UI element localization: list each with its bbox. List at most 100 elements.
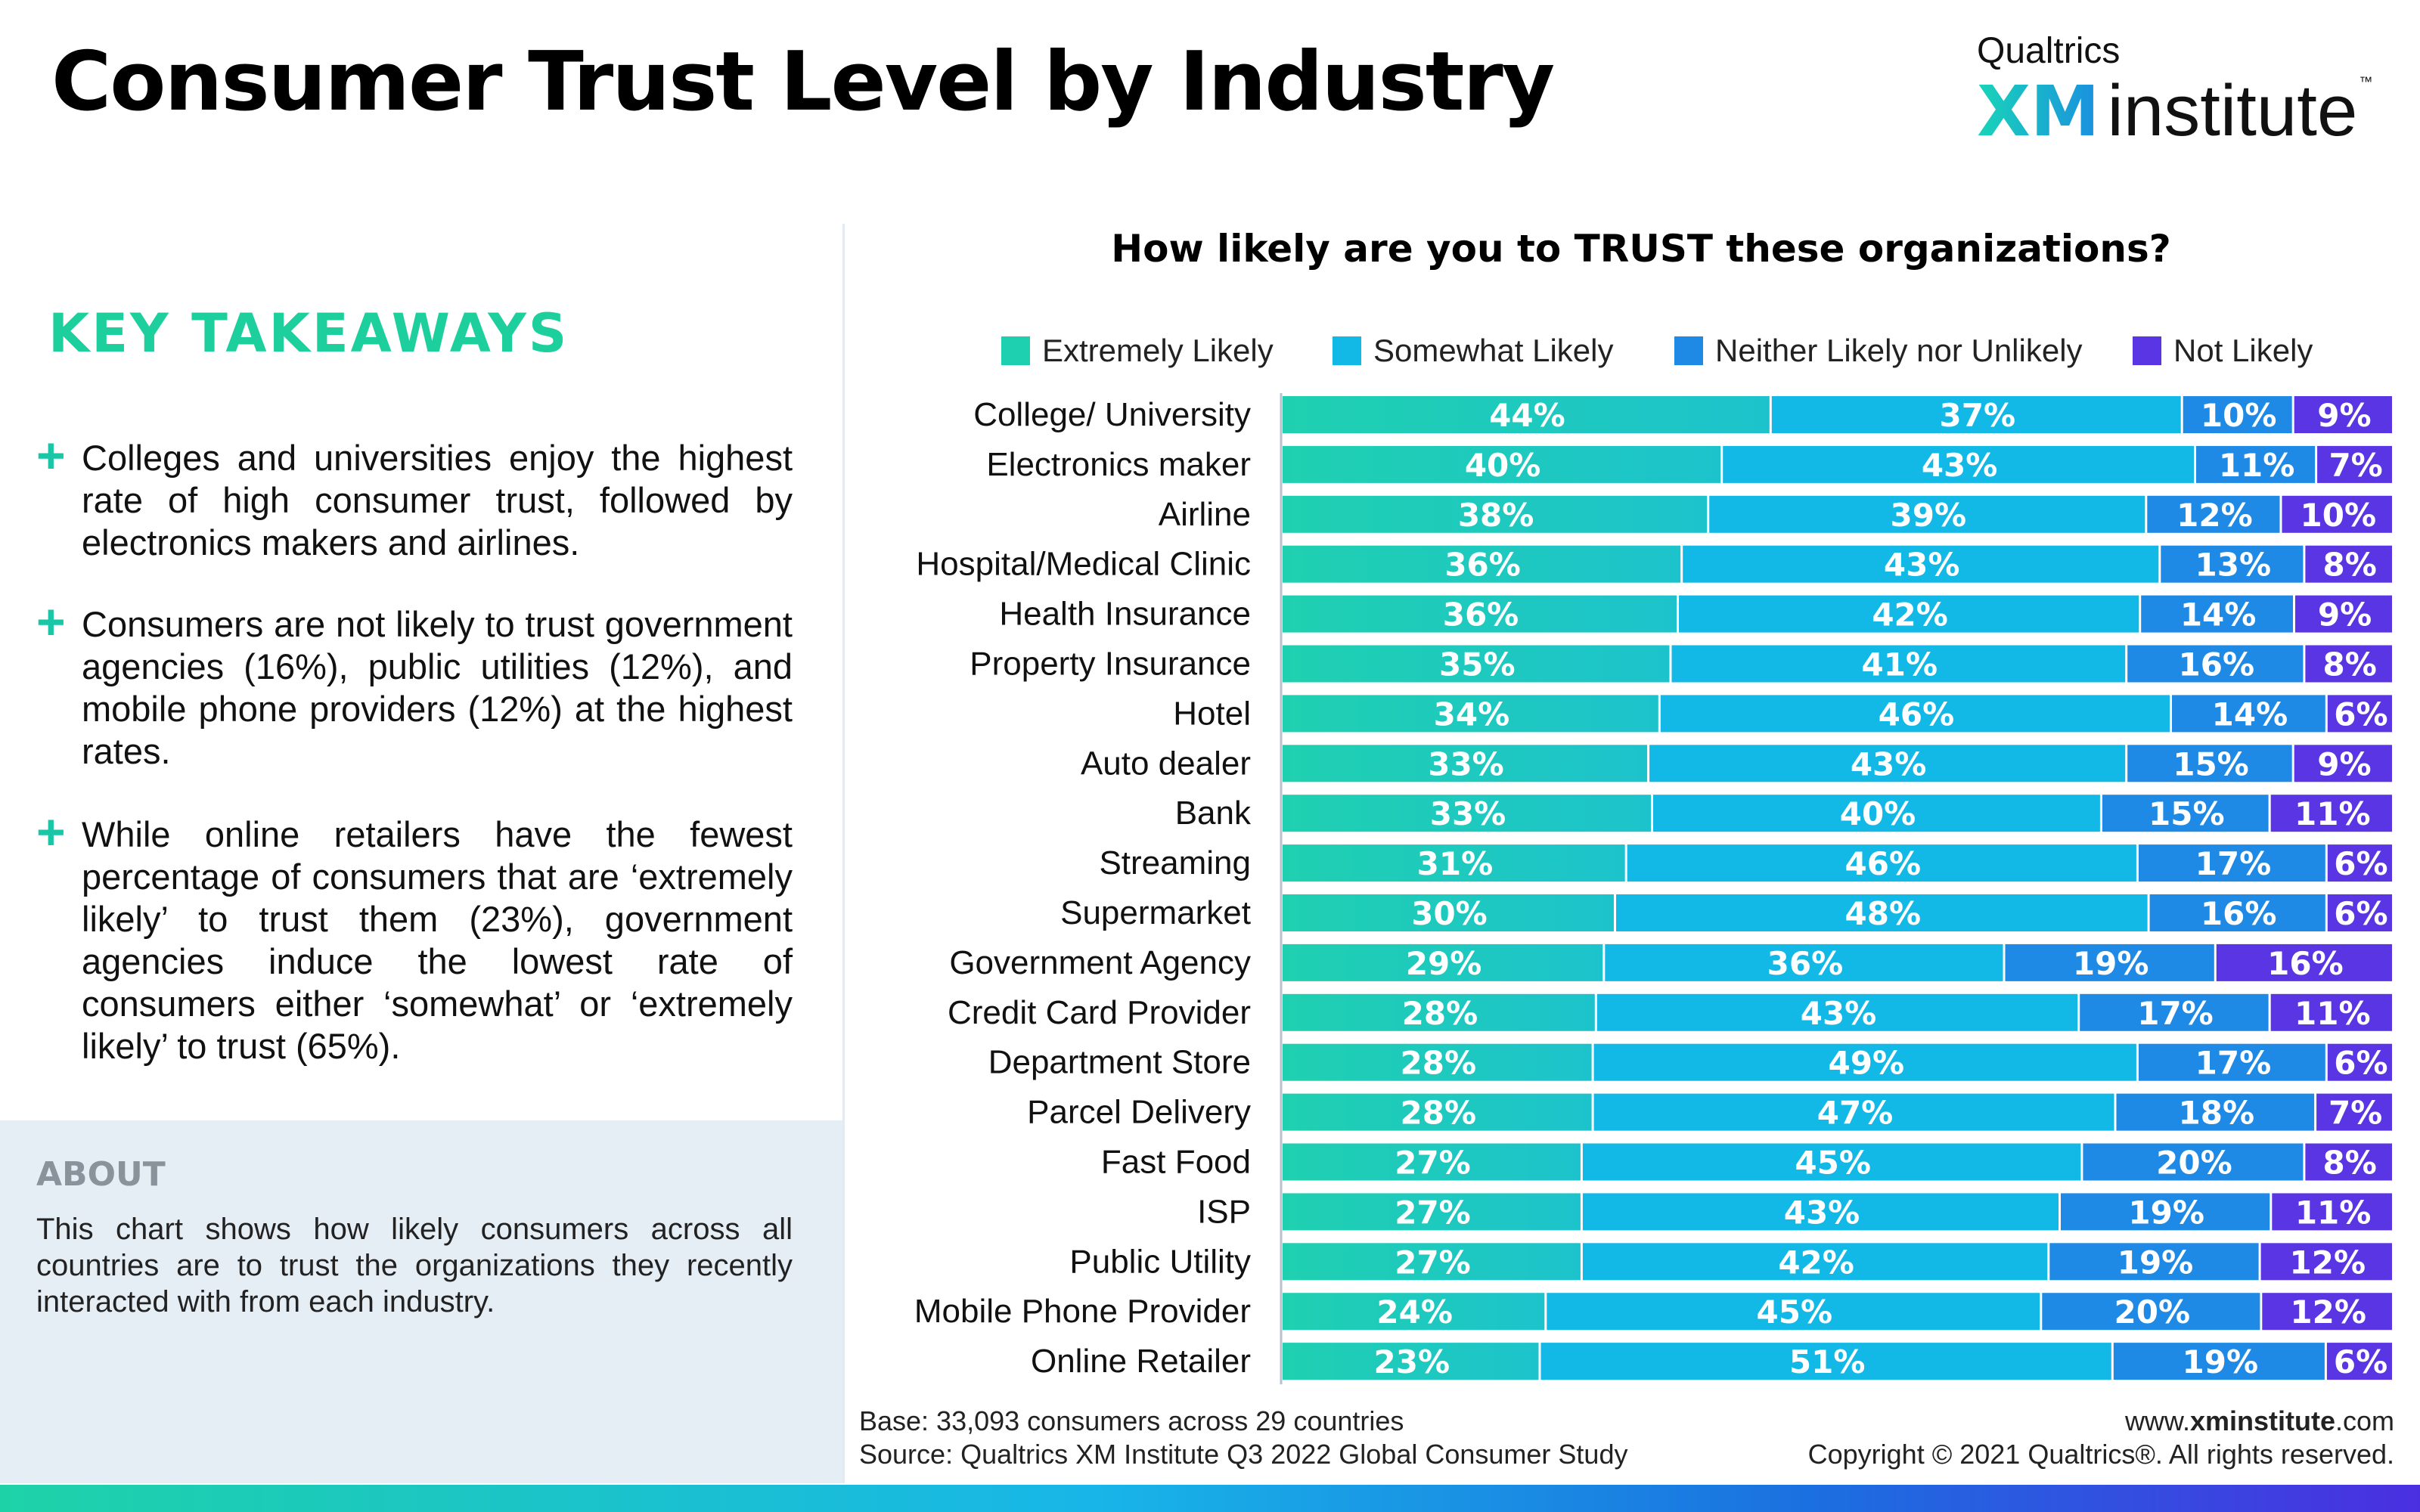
data-label-somewhat-likely-bank: 40% [1840,795,1916,832]
bar-segment-extremely-likely-hospital-medical-clinic [1283,545,1681,583]
bar-segment-neither-likely-nor-unlikely-supermarket [2149,894,2325,931]
bar-segment-neither-likely-nor-unlikely-department-store [2138,1043,2325,1081]
data-label-somewhat-likely-isp: 43% [1784,1194,1860,1231]
url-suffix: .com [2335,1405,2394,1436]
about-heading: ABOUT [36,1155,166,1194]
category-label-mobile-phone-provider: Mobile Phone Provider [914,1293,1251,1330]
data-label-neither-likely-nor-unlikely-health-insurance: 14% [2180,596,2257,634]
bar-segment-not-likely-isp [2272,1193,2392,1231]
category-label-airline: Airline [1159,496,1251,533]
bar-segment-somewhat-likely-health-insurance [1679,595,2139,633]
bar-segment-neither-likely-nor-unlikely-bank [2102,795,2269,832]
data-label-extremely-likely-government-agency: 29% [1406,945,1482,982]
data-label-extremely-likely-property-insurance: 35% [1439,646,1516,683]
bar-segment-not-likely-college-university [2294,396,2392,433]
bar-segment-neither-likely-nor-unlikely-hospital-medical-clinic [2161,545,2304,583]
category-label-college-university: College/ University [973,396,1251,433]
category-label-credit-card-provider: Credit Card Provider [948,994,1251,1031]
data-label-neither-likely-nor-unlikely-parcel-delivery: 18% [2179,1095,2255,1132]
legend-swatch [1001,336,1030,365]
bar-segment-extremely-likely-property-insurance [1283,645,1670,683]
data-label-not-likely-department-store: 6% [2334,1045,2387,1082]
legend-label: Extremely Likely [1042,333,1274,368]
bar-segment-extremely-likely-health-insurance [1283,595,1677,633]
bottom-gradient-bar [0,1485,2420,1512]
legend-label: Somewhat Likely [1373,333,1614,368]
legend-swatch [2133,336,2161,365]
bar-segment-neither-likely-nor-unlikely-electronics-maker [2196,445,2316,483]
data-label-somewhat-likely-airline: 39% [1891,497,1967,534]
about-panel: ABOUT This chart shows how likely consum… [0,1120,842,1483]
bar-segment-not-likely-airline [2282,495,2392,533]
data-label-not-likely-hotel: 6% [2334,696,2387,733]
bar-segment-somewhat-likely-credit-card-provider [1596,993,2078,1031]
stacked-bar-chart: College/ University 44% 37% 10% 9% Electronic… [914,393,2392,1385]
data-label-extremely-likely-online-retailer: 23% [1374,1343,1450,1380]
data-label-extremely-likely-credit-card-provider: 28% [1402,995,1478,1032]
footer-right: www.xminstitute.com Copyright © 2021 Qua… [1808,1405,2394,1471]
takeaway-text: Consumers are not likely to trust govern… [82,604,793,771]
data-label-somewhat-likely-credit-card-provider: 43% [1801,995,1877,1032]
data-label-somewhat-likely-department-store: 49% [1829,1045,1905,1082]
data-label-neither-likely-nor-unlikely-streaming: 17% [2195,845,2272,882]
bar-segment-not-likely-health-insurance [2295,595,2392,633]
data-label-neither-likely-nor-unlikely-hotel: 14% [2212,696,2288,733]
data-label-extremely-likely-hotel: 34% [1434,696,1510,733]
data-label-neither-likely-nor-unlikely-supermarket: 16% [2201,895,2277,932]
plus-icon: + [36,804,66,860]
bar-segment-extremely-likely-government-agency [1283,943,1603,981]
bar-segment-not-likely-property-insurance [2305,645,2392,683]
data-label-not-likely-supermarket: 6% [2334,895,2387,932]
legend-swatch [1333,336,1361,365]
data-label-somewhat-likely-property-insurance: 41% [1862,646,1938,683]
data-label-extremely-likely-airline: 38% [1458,497,1534,534]
data-label-somewhat-likely-fast-food: 45% [1795,1145,1871,1182]
data-label-not-likely-electronics-maker: 7% [2328,447,2382,484]
bar-segment-extremely-likely-hotel [1283,695,1658,733]
bar-segment-somewhat-likely-auto-dealer [1649,745,2126,782]
logo-xm: XM [1977,71,2100,152]
data-label-extremely-likely-mobile-phone-provider: 24% [1376,1294,1453,1331]
category-label-bank: Bank [1175,795,1252,832]
bar-segment-neither-likely-nor-unlikely-health-insurance [2141,595,2293,633]
bar-segment-somewhat-likely-streaming [1627,844,2136,882]
data-label-somewhat-likely-online-retailer: 51% [1789,1343,1866,1380]
data-label-neither-likely-nor-unlikely-electronics-maker: 11% [2219,447,2295,484]
bar-segment-extremely-likely-department-store [1283,1043,1592,1081]
data-label-somewhat-likely-hospital-medical-clinic: 43% [1884,547,1960,584]
bar-segment-somewhat-likely-online-retailer [1540,1343,2111,1380]
key-takeaways-heading: KEY TAKEAWAYS [48,302,569,364]
data-label-not-likely-airline: 10% [2301,497,2377,534]
bar-segment-not-likely-hotel [2327,695,2392,733]
bar-segment-neither-likely-nor-unlikely-credit-card-provider [2080,993,2269,1031]
data-label-extremely-likely-public-utility: 27% [1395,1244,1471,1281]
bar-segment-not-likely-mobile-phone-provider [2262,1293,2392,1331]
takeaway-text: Colleges and universities enjoy the high… [82,438,793,562]
chart-title: How likely are you to TRUST these organi… [1111,227,2171,271]
bar-segment-extremely-likely-mobile-phone-provider [1283,1293,1545,1331]
data-label-somewhat-likely-college-university: 37% [1940,397,2016,434]
bar-segment-extremely-likely-online-retailer [1283,1343,1539,1380]
logo-trademark: ™ [2359,74,2373,89]
logo-wordmark: XM institute ™ [1977,74,2373,147]
logo-brand-small: Qualtrics [1977,31,2121,71]
data-label-extremely-likely-bank: 33% [1430,795,1506,832]
data-label-somewhat-likely-auto-dealer: 43% [1851,745,1927,782]
data-label-not-likely-fast-food: 8% [2323,1145,2377,1182]
category-label-health-insurance: Health Insurance [999,596,1251,633]
data-label-neither-likely-nor-unlikely-government-agency: 19% [2073,945,2149,982]
category-label-public-utility: Public Utility [1069,1243,1251,1280]
data-label-not-likely-isp: 11% [2295,1194,2372,1231]
category-label-online-retailer: Online Retailer [1031,1343,1251,1380]
bar-segment-somewhat-likely-bank [1653,795,2100,832]
bar-segment-extremely-likely-streaming [1283,844,1625,882]
bar-segment-extremely-likely-electronics-maker [1283,445,1721,483]
category-label-government-agency: Government Agency [949,944,1251,981]
bar-segment-not-likely-online-retailer [2326,1343,2392,1380]
bar-segment-not-likely-fast-food [2305,1143,2392,1181]
copyright-line: Copyright © 2021 Qualtrics®. All rights … [1807,1439,2394,1470]
category-label-parcel-delivery: Parcel Delivery [1027,1094,1251,1131]
website-link[interactable]: www.xminstitute.com [1808,1405,2394,1438]
data-label-extremely-likely-electronics-maker: 40% [1465,447,1541,484]
category-label-isp: ISP [1197,1193,1251,1230]
